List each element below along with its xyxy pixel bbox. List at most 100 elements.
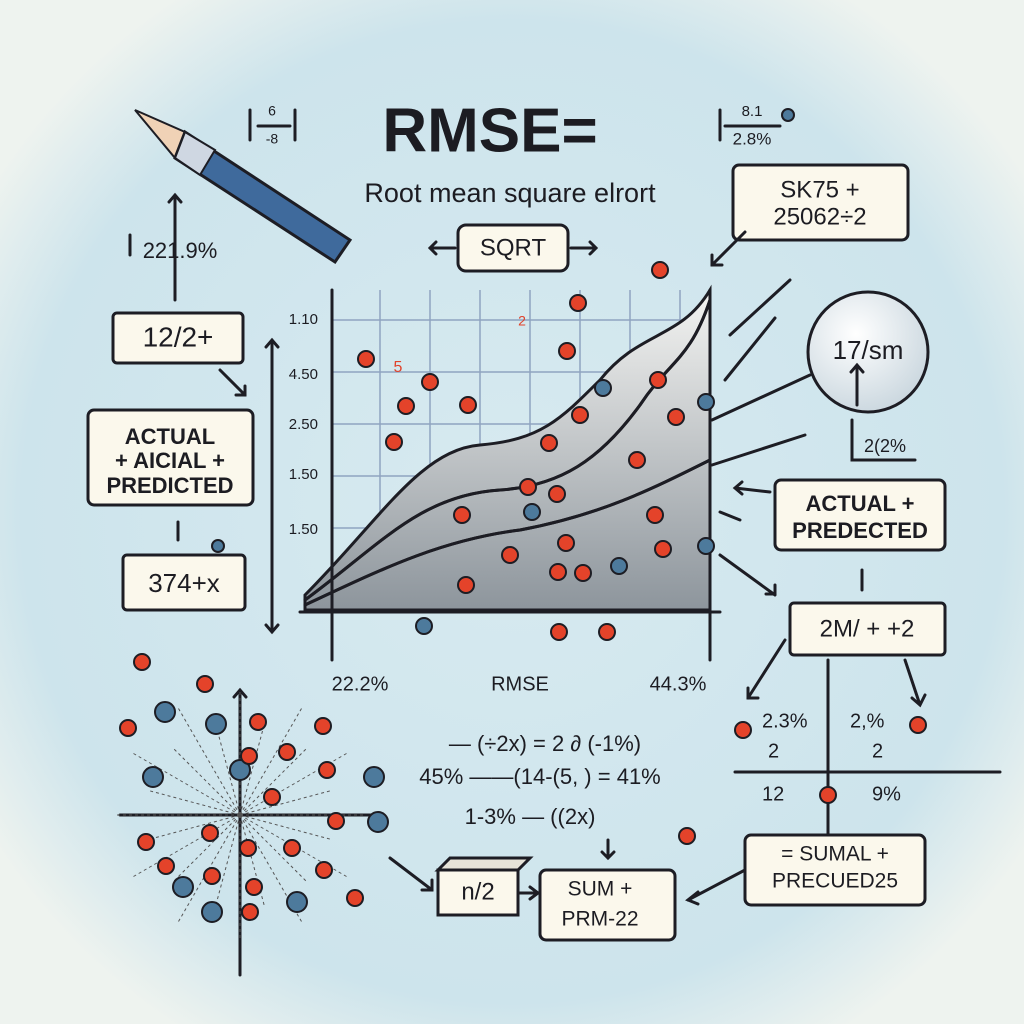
box-label: PRM-22 bbox=[561, 908, 638, 931]
spoke bbox=[172, 814, 241, 883]
dot bbox=[734, 721, 752, 739]
box-label: PREDICTED bbox=[106, 473, 233, 498]
dot bbox=[249, 713, 267, 731]
pointer-lines bbox=[710, 230, 812, 467]
dot bbox=[628, 451, 646, 469]
box-label: 12/2+ bbox=[143, 321, 214, 352]
dot bbox=[697, 537, 715, 555]
subtitle: Root mean square elrort bbox=[364, 178, 656, 208]
dot bbox=[367, 811, 389, 833]
box-label: n/2 bbox=[461, 878, 494, 905]
dot bbox=[239, 839, 257, 857]
dot bbox=[548, 485, 566, 503]
mini-label: 2.3% bbox=[762, 710, 808, 732]
arrow bbox=[516, 838, 616, 901]
box-label: ACTUAL + bbox=[806, 491, 915, 516]
box-label: 25062÷2 bbox=[773, 203, 866, 230]
box-label: PREDECTED bbox=[792, 518, 928, 543]
sqrt-box bbox=[456, 223, 570, 273]
arrow bbox=[128, 192, 183, 302]
dot bbox=[240, 747, 258, 765]
dot bbox=[346, 889, 364, 907]
dot bbox=[569, 294, 587, 312]
dot bbox=[286, 891, 308, 913]
mini-axes bbox=[733, 658, 1002, 852]
dot bbox=[205, 713, 227, 735]
sqrt-arrows bbox=[427, 240, 599, 256]
arrow bbox=[218, 368, 247, 397]
dot bbox=[574, 564, 592, 582]
dot bbox=[201, 824, 219, 842]
corner-note: 2.8% bbox=[733, 129, 772, 148]
dot bbox=[909, 716, 927, 734]
dot bbox=[157, 857, 175, 875]
red-mark: 5 bbox=[394, 359, 403, 376]
x-label: 22.2% bbox=[332, 673, 389, 695]
dot bbox=[315, 861, 333, 879]
y-label: 1.10 bbox=[289, 311, 318, 328]
curve bbox=[303, 458, 712, 607]
spoke bbox=[214, 814, 241, 907]
dot bbox=[327, 812, 345, 830]
box bbox=[436, 868, 520, 917]
box bbox=[773, 478, 947, 552]
red-mark: 2 bbox=[518, 313, 526, 329]
equation: 1-3% — ((2x) bbox=[465, 804, 596, 829]
arrow bbox=[849, 362, 865, 407]
dot bbox=[781, 108, 795, 122]
dot bbox=[137, 833, 155, 851]
arrow bbox=[685, 868, 747, 906]
x-label: 44.3% bbox=[650, 673, 707, 695]
box bbox=[111, 311, 245, 365]
dot bbox=[697, 393, 715, 411]
dot bbox=[397, 397, 415, 415]
spoke bbox=[239, 706, 303, 816]
dot bbox=[453, 506, 471, 524]
dot bbox=[241, 903, 259, 921]
spoke bbox=[148, 789, 241, 816]
dot bbox=[459, 396, 477, 414]
box bbox=[731, 163, 910, 242]
dot bbox=[549, 563, 567, 581]
box bbox=[86, 408, 255, 507]
arrow bbox=[718, 480, 864, 597]
spoke bbox=[239, 789, 332, 816]
dot bbox=[196, 675, 214, 693]
box-top bbox=[434, 856, 534, 872]
box-label: ACTUAL bbox=[125, 424, 215, 449]
spoke bbox=[239, 814, 332, 841]
curve bbox=[303, 298, 712, 602]
area bbox=[303, 284, 712, 612]
bracket bbox=[850, 418, 917, 462]
spoke bbox=[214, 723, 241, 816]
y-label: 1.50 bbox=[289, 466, 318, 483]
dot bbox=[550, 623, 568, 641]
mini-label: 12 bbox=[762, 783, 784, 805]
y-label: 1.50 bbox=[289, 521, 318, 538]
dot bbox=[594, 379, 612, 397]
spoke bbox=[177, 706, 241, 816]
corner-note: -8 bbox=[266, 131, 279, 147]
note: 221.9% bbox=[143, 238, 218, 263]
dot bbox=[519, 478, 537, 496]
spoke bbox=[131, 814, 241, 878]
bracket bbox=[718, 108, 782, 142]
dot bbox=[421, 373, 439, 391]
dot bbox=[415, 617, 433, 635]
arrow bbox=[264, 337, 280, 635]
dot bbox=[363, 766, 385, 788]
dot bbox=[610, 557, 628, 575]
dot bbox=[314, 717, 332, 735]
dot bbox=[598, 623, 616, 641]
dot bbox=[667, 408, 685, 426]
dot bbox=[357, 350, 375, 368]
dot bbox=[457, 576, 475, 594]
dot bbox=[558, 342, 576, 360]
dot bbox=[649, 371, 667, 389]
note: 2(2% bbox=[864, 436, 906, 456]
equation: — (÷2x) = 2 ∂ (-1%) bbox=[449, 731, 641, 756]
y-label: 4.50 bbox=[289, 366, 318, 383]
dot bbox=[278, 743, 296, 761]
dot bbox=[119, 719, 137, 737]
